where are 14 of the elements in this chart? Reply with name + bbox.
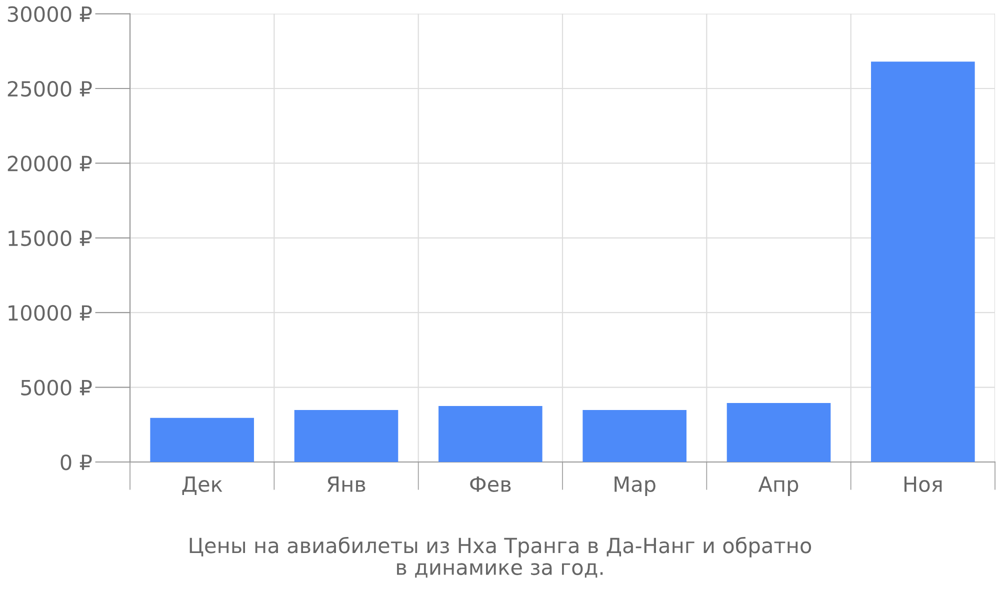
x-tick-label: Дек — [182, 476, 222, 495]
y-tick-label: 5000 ₽ — [21, 380, 92, 396]
x-tick-label: Апр — [758, 476, 798, 496]
y-tick-label: 20000 ₽ — [8, 156, 92, 172]
y-tick-label: 0 ₽ — [60, 454, 92, 470]
x-tick-label: Мар — [614, 476, 656, 496]
text: Цены на авиабилеты из Нха Транга в Да-Нанг и обратно в динамике за год. — [190, 536, 812, 578]
x-tick-label: Янв — [327, 476, 366, 492]
y-tick-label: 30000 ₽ — [8, 6, 92, 22]
y-tick-label: 15000 ₽ — [8, 230, 92, 246]
x-tick-label: Фев — [470, 476, 511, 492]
y-tick-label: 10000 ₽ — [8, 305, 92, 321]
y-tick-label: 25000 ₽ — [8, 80, 92, 97]
x-tick-label: Ноя — [904, 476, 942, 492]
